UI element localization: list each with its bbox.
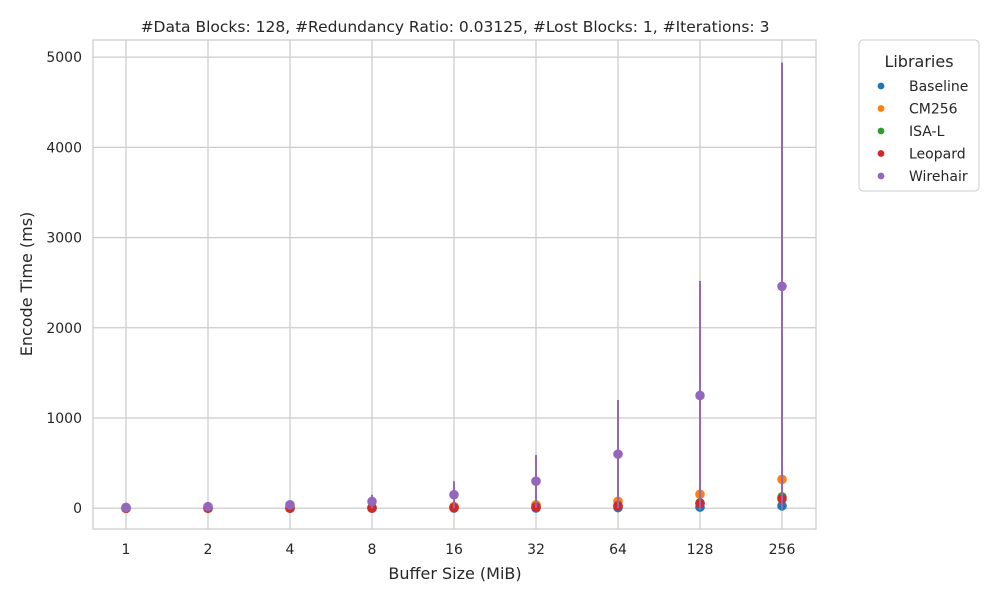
x-tick-label: 32 (527, 542, 545, 558)
y-axis-label: Encode Time (ms) (17, 212, 36, 357)
tick-layer: 0 1000 2000 3000 4000 5000 1 2 4 8 16 32 64 128 256 (46, 50, 795, 558)
x-tick-label: 64 (609, 542, 627, 558)
x-tick-label: 16 (445, 542, 463, 558)
x-tick-label: 8 (368, 542, 377, 558)
data-point (203, 501, 213, 512)
x-tick-label: 256 (769, 542, 796, 558)
y-tick-label: 0 (73, 501, 82, 517)
legend-marker (877, 172, 885, 180)
data-point (449, 489, 459, 500)
x-tick-label: 4 (286, 542, 295, 558)
legend-title: Libraries (884, 52, 953, 71)
legend: Libraries Baseline CM256 ISA-L Leopard Wireh… (858, 39, 980, 192)
x-axis-label: Buffer Size (MiB) (388, 564, 521, 583)
legend-marker (877, 82, 885, 90)
series-wirehair (121, 62, 787, 513)
legend-marker (877, 127, 885, 135)
legend-label: Leopard (909, 147, 966, 163)
data-point (695, 390, 705, 401)
legend-box (858, 39, 980, 192)
legend-label: CM256 (909, 102, 958, 118)
y-tick-label: 4000 (46, 140, 82, 156)
data-point (285, 500, 295, 510)
legend-marker (877, 105, 885, 112)
legend-label: ISA-L (909, 124, 945, 140)
data-point (121, 502, 131, 513)
grid-layer (93, 40, 816, 529)
chart-title: #Data Blocks: 128, #Redundancy Ratio: 0.… (141, 18, 770, 36)
x-tick-label: 128 (687, 542, 714, 558)
y-tick-label: 3000 (46, 231, 82, 247)
data-point (613, 449, 623, 459)
y-tick-label: 5000 (46, 50, 82, 66)
legend-label: Baseline (909, 79, 968, 95)
data-point (367, 496, 377, 507)
y-tick-label: 1000 (46, 411, 82, 427)
legend-items: Baseline CM256 ISA-L Leopard Wirehair (877, 79, 968, 185)
x-tick-label: 2 (204, 542, 213, 558)
y-tick-label: 2000 (46, 321, 82, 337)
legend-marker (877, 150, 885, 157)
plot-frame (92, 39, 817, 530)
legend-label: Wirehair (909, 169, 968, 185)
data-point (531, 476, 541, 486)
data-point (777, 281, 787, 292)
data-layer (121, 62, 787, 514)
x-tick-label: 1 (122, 542, 131, 558)
